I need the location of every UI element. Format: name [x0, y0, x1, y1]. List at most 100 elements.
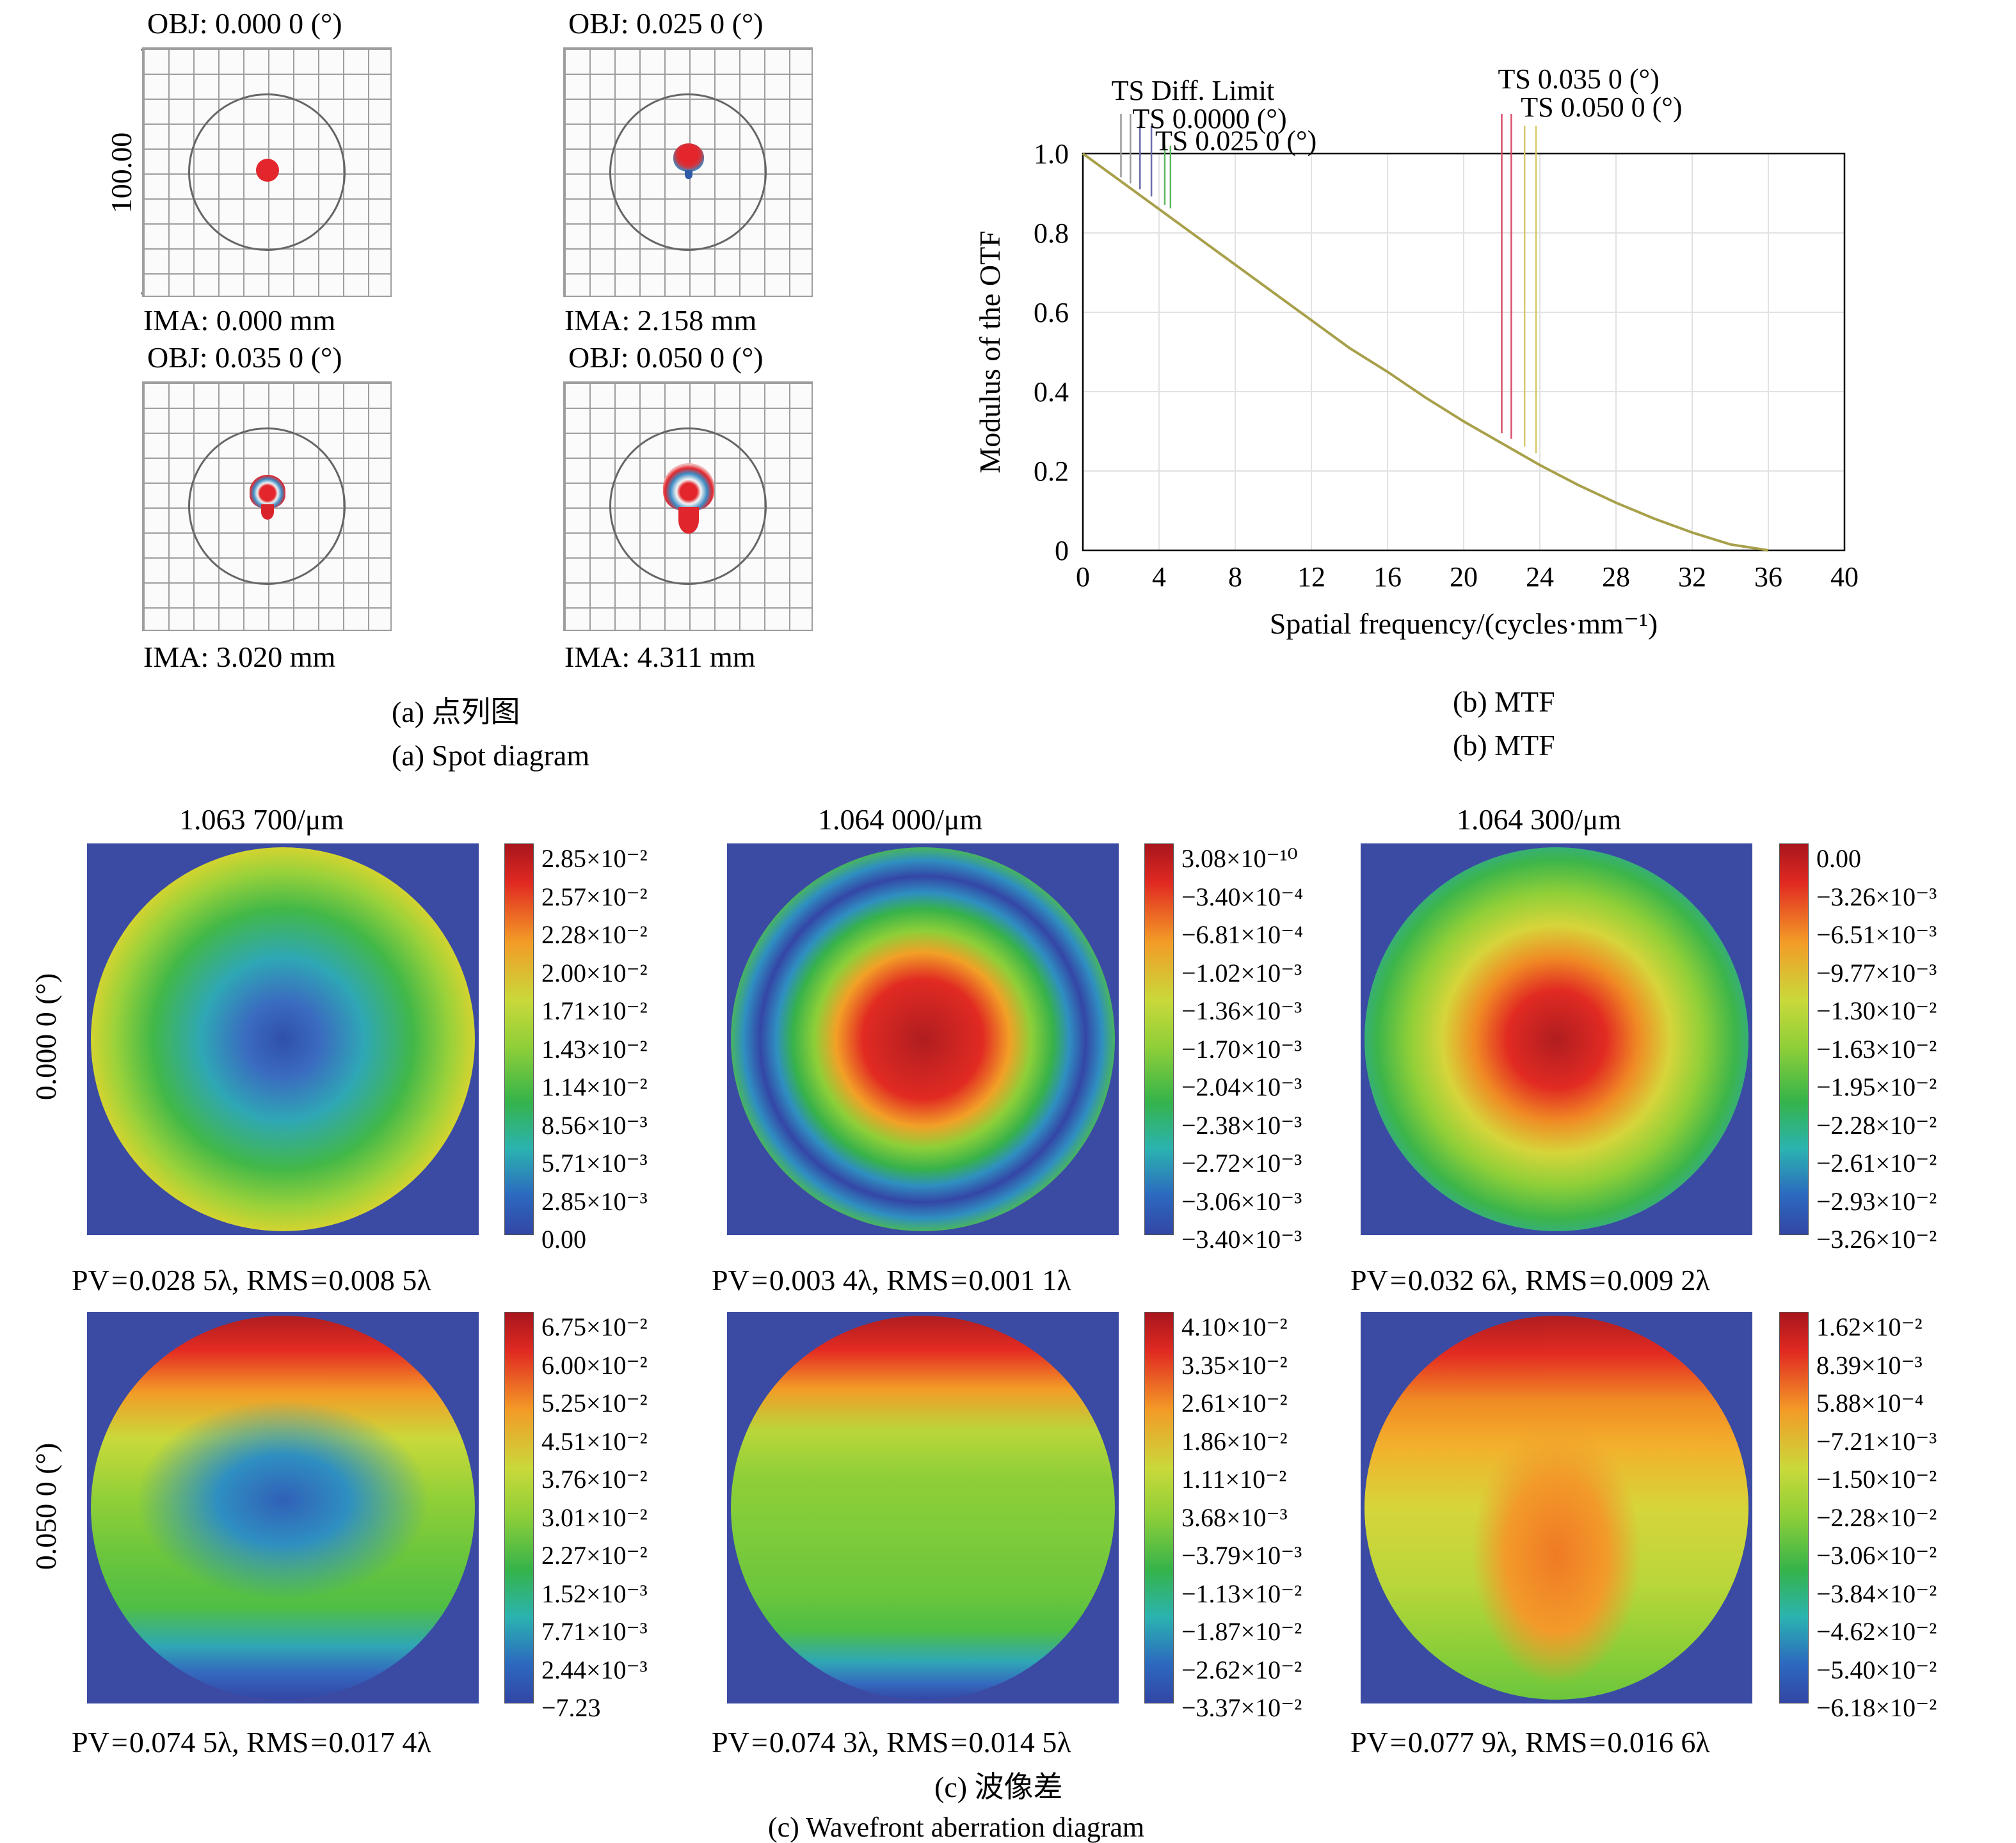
colorbar-tick-label: −1.36×10⁻³ — [1181, 996, 1302, 1025]
mtf-curve — [1082, 152, 1769, 552]
y-axis-label: Modulus of the OTF — [973, 230, 1006, 474]
wf-row-label: 0.000 0 (°) — [29, 973, 62, 1101]
pv-rms-label: PV=0.077 9λ, RMS=0.016 6λ — [1350, 1726, 1710, 1759]
colorbar-tick-label: 0.00 — [541, 1225, 586, 1254]
colorbar-tick-label: 1.14×10⁻² — [541, 1073, 648, 1101]
pv-rms-label: PV=0.074 5λ, RMS=0.017 4λ — [72, 1726, 431, 1759]
legend-label: TS 0.0000 (°) — [1132, 103, 1286, 134]
colorbar-tick-label: −3.37×10⁻² — [1181, 1693, 1302, 1722]
pv-rms-label: PV=0.003 4λ, RMS=0.001 1λ — [712, 1264, 1071, 1296]
colorbar-tick-label: 1.43×10⁻² — [541, 1034, 648, 1064]
airy-circle — [188, 93, 346, 251]
colorbar-tick-label: −3.06×10⁻³ — [1181, 1186, 1302, 1216]
x-tick-label: 4 — [1152, 561, 1166, 593]
airy-circle — [609, 427, 767, 585]
spot-scale-label: 100.00 — [105, 132, 138, 214]
y-tick-label: 0.4 — [1034, 376, 1069, 408]
wf-caption-cn: (c) 波像差 — [934, 1771, 1063, 1803]
colorbar-tick-label: −5.40×10⁻² — [1816, 1655, 1937, 1684]
wavefront-map — [727, 843, 1119, 1235]
colorbar-tick-label: −7.23 — [541, 1693, 601, 1722]
colorbar-tick-label: 1.86×10⁻² — [1181, 1426, 1288, 1456]
legend-label: TS 0.025 0 (°) — [1155, 125, 1316, 157]
legend-label: TS 0.035 0 (°) — [1498, 63, 1660, 95]
wf-caption-en: (c) Wavefront aberration diagram — [768, 1812, 1145, 1843]
x-tick-label: 16 — [1373, 561, 1402, 593]
wf-column-title: 1.064 000/μm — [818, 803, 983, 836]
y-tick-label: 0 — [1055, 535, 1069, 566]
wavefront-map — [727, 1312, 1119, 1703]
colorbar-tick-label: 4.10×10⁻² — [1181, 1312, 1288, 1341]
spot-ima-label: IMA: 3.020 mm — [143, 641, 336, 673]
colorbar-tick-label: −1.63×10⁻² — [1816, 1034, 1937, 1064]
colorbar-tick-label: 3.08×10⁻¹⁰ — [1181, 844, 1298, 873]
airy-circle — [188, 427, 346, 585]
spot-panel — [142, 381, 392, 631]
colorbar-tick-label: 8.56×10⁻³ — [541, 1110, 648, 1140]
spot-panel — [563, 47, 813, 297]
spot-pattern — [673, 143, 704, 172]
x-tick-label: 24 — [1526, 561, 1554, 593]
y-tick-label: 1.0 — [1034, 138, 1069, 170]
plot-frame — [1082, 152, 1846, 552]
x-tick-label: 0 — [1076, 561, 1090, 593]
colorbar-tick-label: −1.02×10⁻³ — [1181, 958, 1302, 987]
x-tick-label: 40 — [1830, 561, 1859, 593]
color-scale-bar — [1779, 843, 1809, 1235]
x-tick-label: 32 — [1678, 561, 1706, 593]
colorbar-tick-label: −1.95×10⁻² — [1816, 1073, 1937, 1101]
colorbar-tick-label: −1.50×10⁻² — [1816, 1465, 1937, 1494]
spot-ima-label: IMA: 2.158 mm — [564, 304, 757, 337]
spot-obj-label: OBJ: 0.035 0 (°) — [147, 341, 342, 374]
colorbar-tick-label: −9.77×10⁻³ — [1816, 958, 1937, 987]
x-tick-label: 12 — [1297, 561, 1325, 593]
colorbar-tick-label: 1.52×10⁻³ — [541, 1579, 648, 1608]
spot-panel — [142, 47, 392, 297]
colorbar-tick-label: 8.39×10⁻³ — [1816, 1350, 1923, 1380]
x-tick-label: 20 — [1450, 561, 1478, 593]
colorbar-tick-label: −4.62×10⁻² — [1816, 1617, 1937, 1646]
airy-circle — [609, 93, 767, 251]
x-axis-label: Spatial frequency/(cycles·mm⁻¹) — [1270, 607, 1658, 640]
mtf-caption-en: (b) MTF — [1453, 729, 1555, 762]
wavefront-map — [87, 843, 479, 1235]
spot-pattern — [256, 159, 279, 182]
spot-panel — [563, 381, 813, 631]
colorbar-tick-label: −2.28×10⁻² — [1816, 1503, 1937, 1532]
colorbar-tick-label: 2.57×10⁻² — [541, 882, 648, 911]
colorbar-tick-label: −2.61×10⁻² — [1816, 1149, 1937, 1177]
y-tick-label: 0.2 — [1034, 456, 1069, 487]
pv-rms-label: PV=0.028 5λ, RMS=0.008 5λ — [72, 1264, 431, 1296]
color-scale-bar — [504, 843, 534, 1235]
colorbar-tick-label: 2.00×10⁻² — [541, 958, 648, 987]
colorbar-tick-label: 2.85×10⁻² — [541, 844, 648, 873]
wavefront-map — [1361, 843, 1752, 1235]
pv-rms-label: PV=0.032 6λ, RMS=0.009 2λ — [1350, 1264, 1710, 1296]
colorbar-tick-label: 3.76×10⁻² — [541, 1465, 648, 1494]
colorbar-tick-label: 6.00×10⁻² — [541, 1350, 648, 1380]
colorbar-tick-label: −2.72×10⁻³ — [1181, 1149, 1302, 1177]
legend-label: TS Diff. Limit — [1112, 75, 1275, 106]
x-tick-label: 36 — [1754, 561, 1782, 593]
spot-caption-cn: (a) 点列图 — [392, 696, 520, 728]
wf-row-label: 0.050 0 (°) — [29, 1442, 62, 1570]
colorbar-tick-label: −3.79×10⁻³ — [1181, 1541, 1302, 1570]
colorbar-tick-label: 5.71×10⁻³ — [541, 1149, 648, 1177]
pv-rms-label: PV=0.074 3λ, RMS=0.014 5λ — [712, 1726, 1071, 1759]
colorbar-tick-label: 6.75×10⁻² — [541, 1312, 648, 1341]
spot-caption-en: (a) Spot diagram — [392, 739, 590, 772]
colorbar-tick-label: 5.25×10⁻² — [541, 1389, 648, 1417]
spot-obj-label: OBJ: 0.025 0 (°) — [568, 7, 764, 40]
colorbar-tick-label: −3.26×10⁻² — [1816, 1225, 1937, 1254]
x-tick-label: 28 — [1602, 561, 1630, 593]
colorbar-tick-label: −2.93×10⁻² — [1816, 1186, 1937, 1216]
colorbar-tick-label: 5.88×10⁻⁴ — [1816, 1389, 1924, 1417]
color-scale-bar — [1144, 843, 1174, 1235]
spot-pattern — [250, 475, 285, 508]
colorbar-tick-label: 3.01×10⁻² — [541, 1503, 648, 1532]
color-scale-bar — [1144, 1312, 1174, 1703]
colorbar-tick-label: −2.04×10⁻³ — [1181, 1073, 1302, 1101]
spot-ima-label: IMA: 0.000 mm — [143, 304, 336, 337]
wavefront-map — [87, 1312, 479, 1703]
wavefront-map — [1361, 1312, 1752, 1703]
